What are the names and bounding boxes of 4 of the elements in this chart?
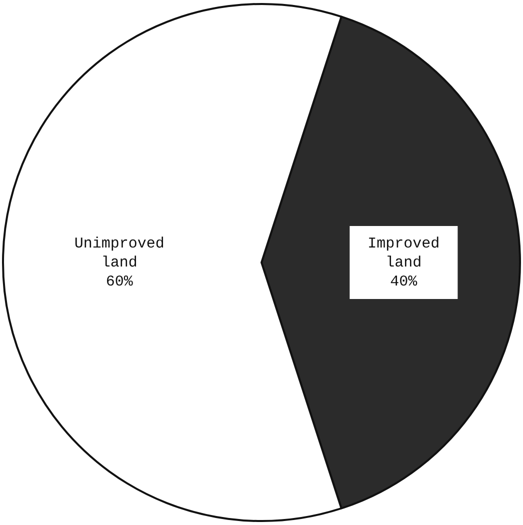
slice-label: Unimproved land [74,235,164,272]
slice-label: Improved land [368,235,440,272]
data-label: 60% [106,273,134,290]
data-label: 40% [390,273,418,290]
